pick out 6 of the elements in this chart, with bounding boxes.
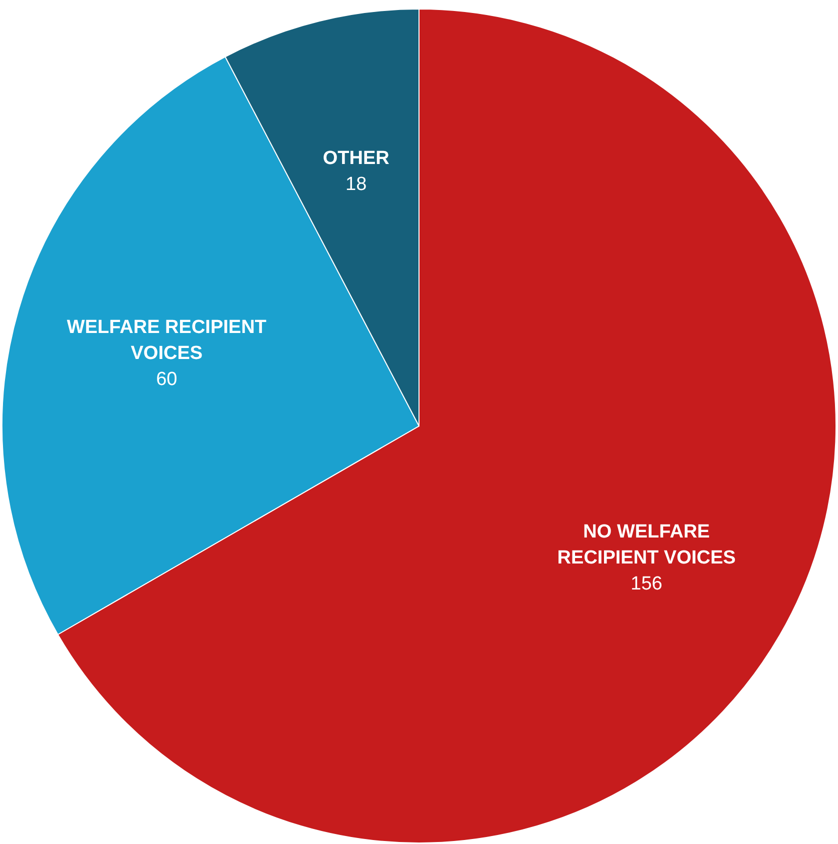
data-label: 156 bbox=[630, 572, 662, 594]
slice-label: WELFARE RECIPIENT VOICES bbox=[66, 316, 267, 364]
data-label: 18 bbox=[346, 173, 367, 194]
slice-label: OTHER bbox=[322, 147, 390, 168]
slice-label: NO WELFARE RECIPIENT VOICES bbox=[557, 520, 736, 568]
data-label: 60 bbox=[156, 368, 178, 390]
